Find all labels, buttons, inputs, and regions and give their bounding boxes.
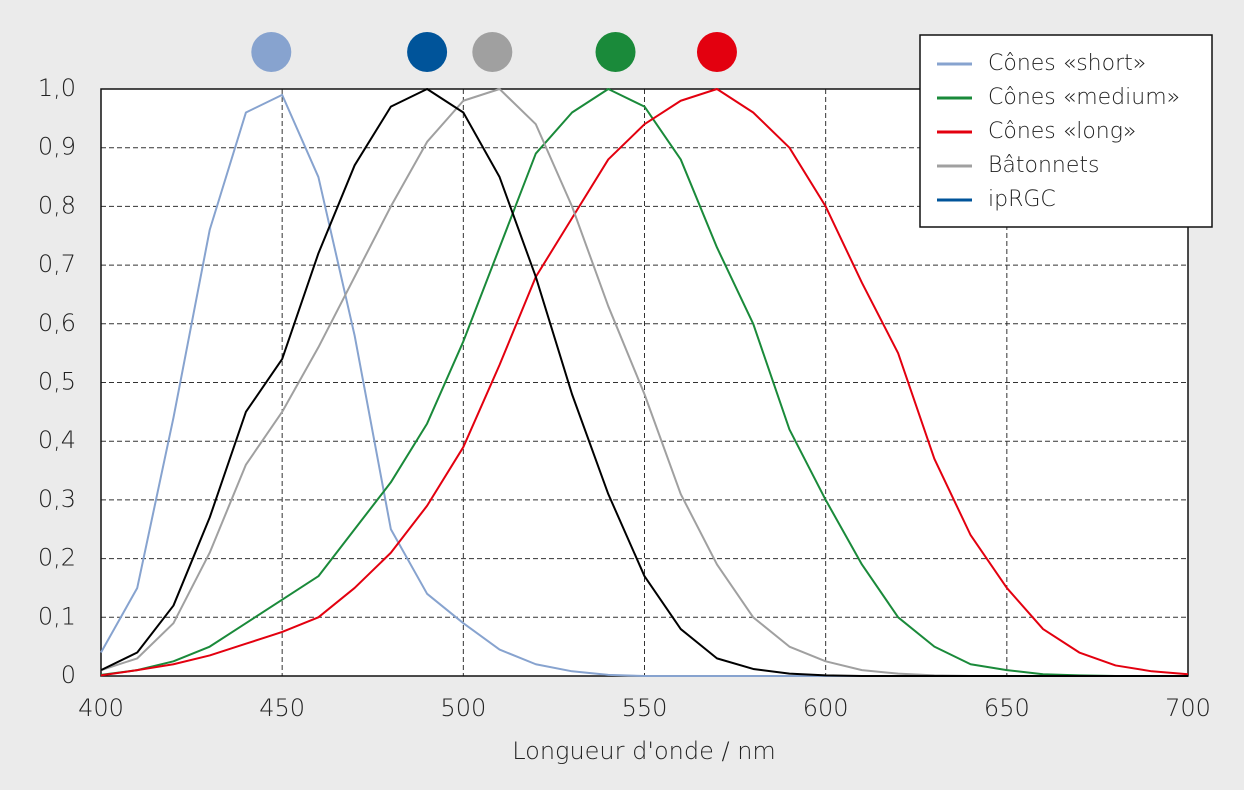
peak-marker <box>696 32 737 72</box>
y-tick-label: 0,9 <box>38 133 76 161</box>
legend-label: ipRGC <box>988 187 1056 212</box>
y-tick-label: 0,6 <box>38 309 76 337</box>
y-tick-label: 0,5 <box>38 368 76 396</box>
y-tick-label: 1,0 <box>38 74 76 102</box>
x-tick-label: 450 <box>259 694 305 722</box>
series-line <box>100 88 1189 677</box>
peak-marker <box>595 32 636 72</box>
y-tick-label: 0 <box>61 661 76 689</box>
peak-marker <box>251 32 292 72</box>
legend-label: Cônes «long» <box>988 119 1136 144</box>
y-tick-label: 0,1 <box>38 602 76 630</box>
x-tick-label: 600 <box>803 694 849 722</box>
series-line <box>100 88 1188 677</box>
x-tick-label: 500 <box>440 694 486 722</box>
y-tick-label: 0,4 <box>38 426 76 454</box>
peak-marker <box>472 32 513 72</box>
y-tick-label: 0,2 <box>38 544 76 572</box>
legend-label: Cônes «medium» <box>988 85 1180 110</box>
series-line <box>100 88 1188 677</box>
peak-marker <box>407 32 448 72</box>
x-tick-label: 550 <box>622 694 668 722</box>
x-tick-label: 650 <box>984 694 1030 722</box>
x-tick-label: 700 <box>1165 694 1211 722</box>
y-tick-label: 0,7 <box>38 250 76 278</box>
y-tick-label: 0,8 <box>38 191 76 219</box>
x-tick-label: 400 <box>78 694 124 722</box>
y-tick-label: 0,3 <box>38 485 76 513</box>
x-axis-label: Longueur d'onde / nm <box>512 737 776 765</box>
legend-label: Bâtonnets <box>988 153 1099 178</box>
legend-label: Cônes «short» <box>988 51 1146 76</box>
